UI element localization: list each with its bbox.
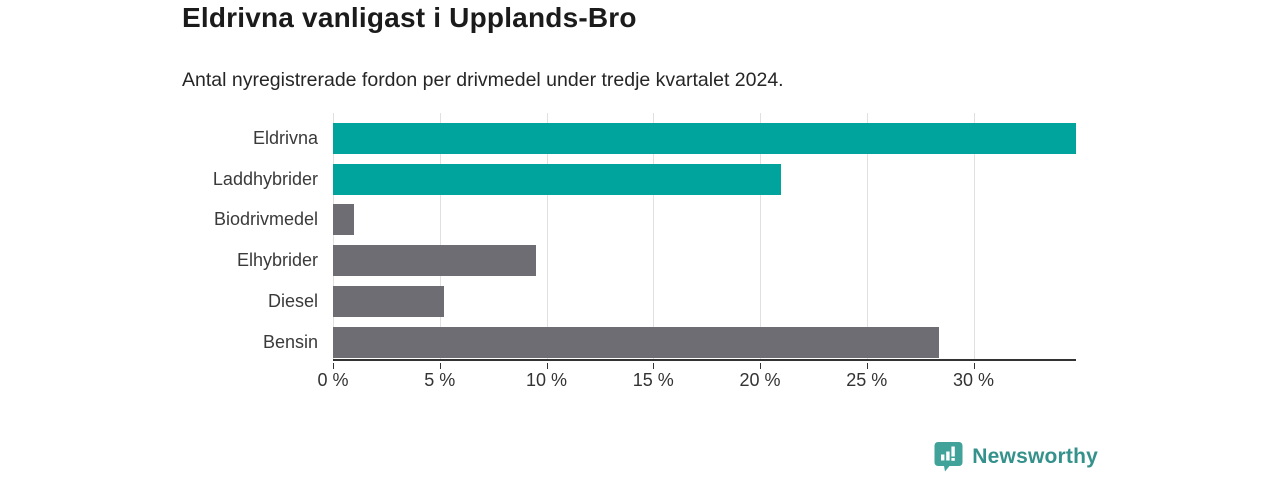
tick-mark-25 — [866, 363, 868, 369]
bar-elhybrider — [333, 245, 536, 277]
chart-subtitle: Antal nyregistrerade fordon per drivmede… — [182, 69, 784, 91]
chart-title: Eldrivna vanligast i Upplands-Bro — [182, 2, 637, 33]
tick-label-10: 10 % — [525, 370, 568, 390]
tick-label-30: 30 % — [952, 370, 995, 390]
tick-label-0: 0 % — [317, 370, 349, 390]
gridline-0 — [333, 113, 334, 359]
tick-label-15: 15 % — [632, 370, 674, 390]
category-label-bensin: Bensin — [262, 331, 318, 352]
category-label-diesel: Diesel — [267, 290, 318, 311]
bar-eldrivna — [333, 123, 1076, 154]
bar-diesel — [333, 285, 444, 317]
gridline-20 — [760, 113, 761, 359]
category-label-elhybrider: Elhybrider — [236, 250, 318, 271]
bar-laddhybrider — [333, 163, 782, 195]
plot-area — [333, 113, 1076, 361]
category-label-eldrivna: Eldrivna — [252, 128, 318, 148]
category-label-laddhybrider: Laddhybrider — [212, 168, 318, 189]
tick-mark-5 — [439, 363, 441, 369]
newsworthy-logo[interactable]: Newsworthy — [934, 441, 1098, 472]
gridline-5 — [439, 113, 441, 359]
tick-mark-10 — [546, 363, 548, 369]
newsworthy-logo-text: Newsworthy — [972, 444, 1098, 468]
gridline-10 — [546, 113, 548, 359]
tick-label-5: 5 % — [424, 370, 456, 390]
bar-bensin — [333, 326, 940, 358]
tick-mark-30 — [973, 363, 975, 369]
gridline-15 — [653, 113, 655, 359]
bar-biodrivmedel — [333, 204, 355, 236]
gridline-30 — [973, 113, 975, 359]
tick-mark-20 — [760, 363, 761, 369]
newsworthy-chart-bubble-icon — [934, 442, 963, 472]
tick-mark-15 — [653, 363, 655, 369]
tick-mark-0 — [333, 363, 334, 369]
tick-label-20: 20 % — [739, 370, 781, 390]
gridline-25 — [866, 113, 868, 359]
tick-label-25: 25 % — [846, 370, 888, 390]
category-label-biodrivmedel: Biodrivmedel — [213, 209, 318, 230]
